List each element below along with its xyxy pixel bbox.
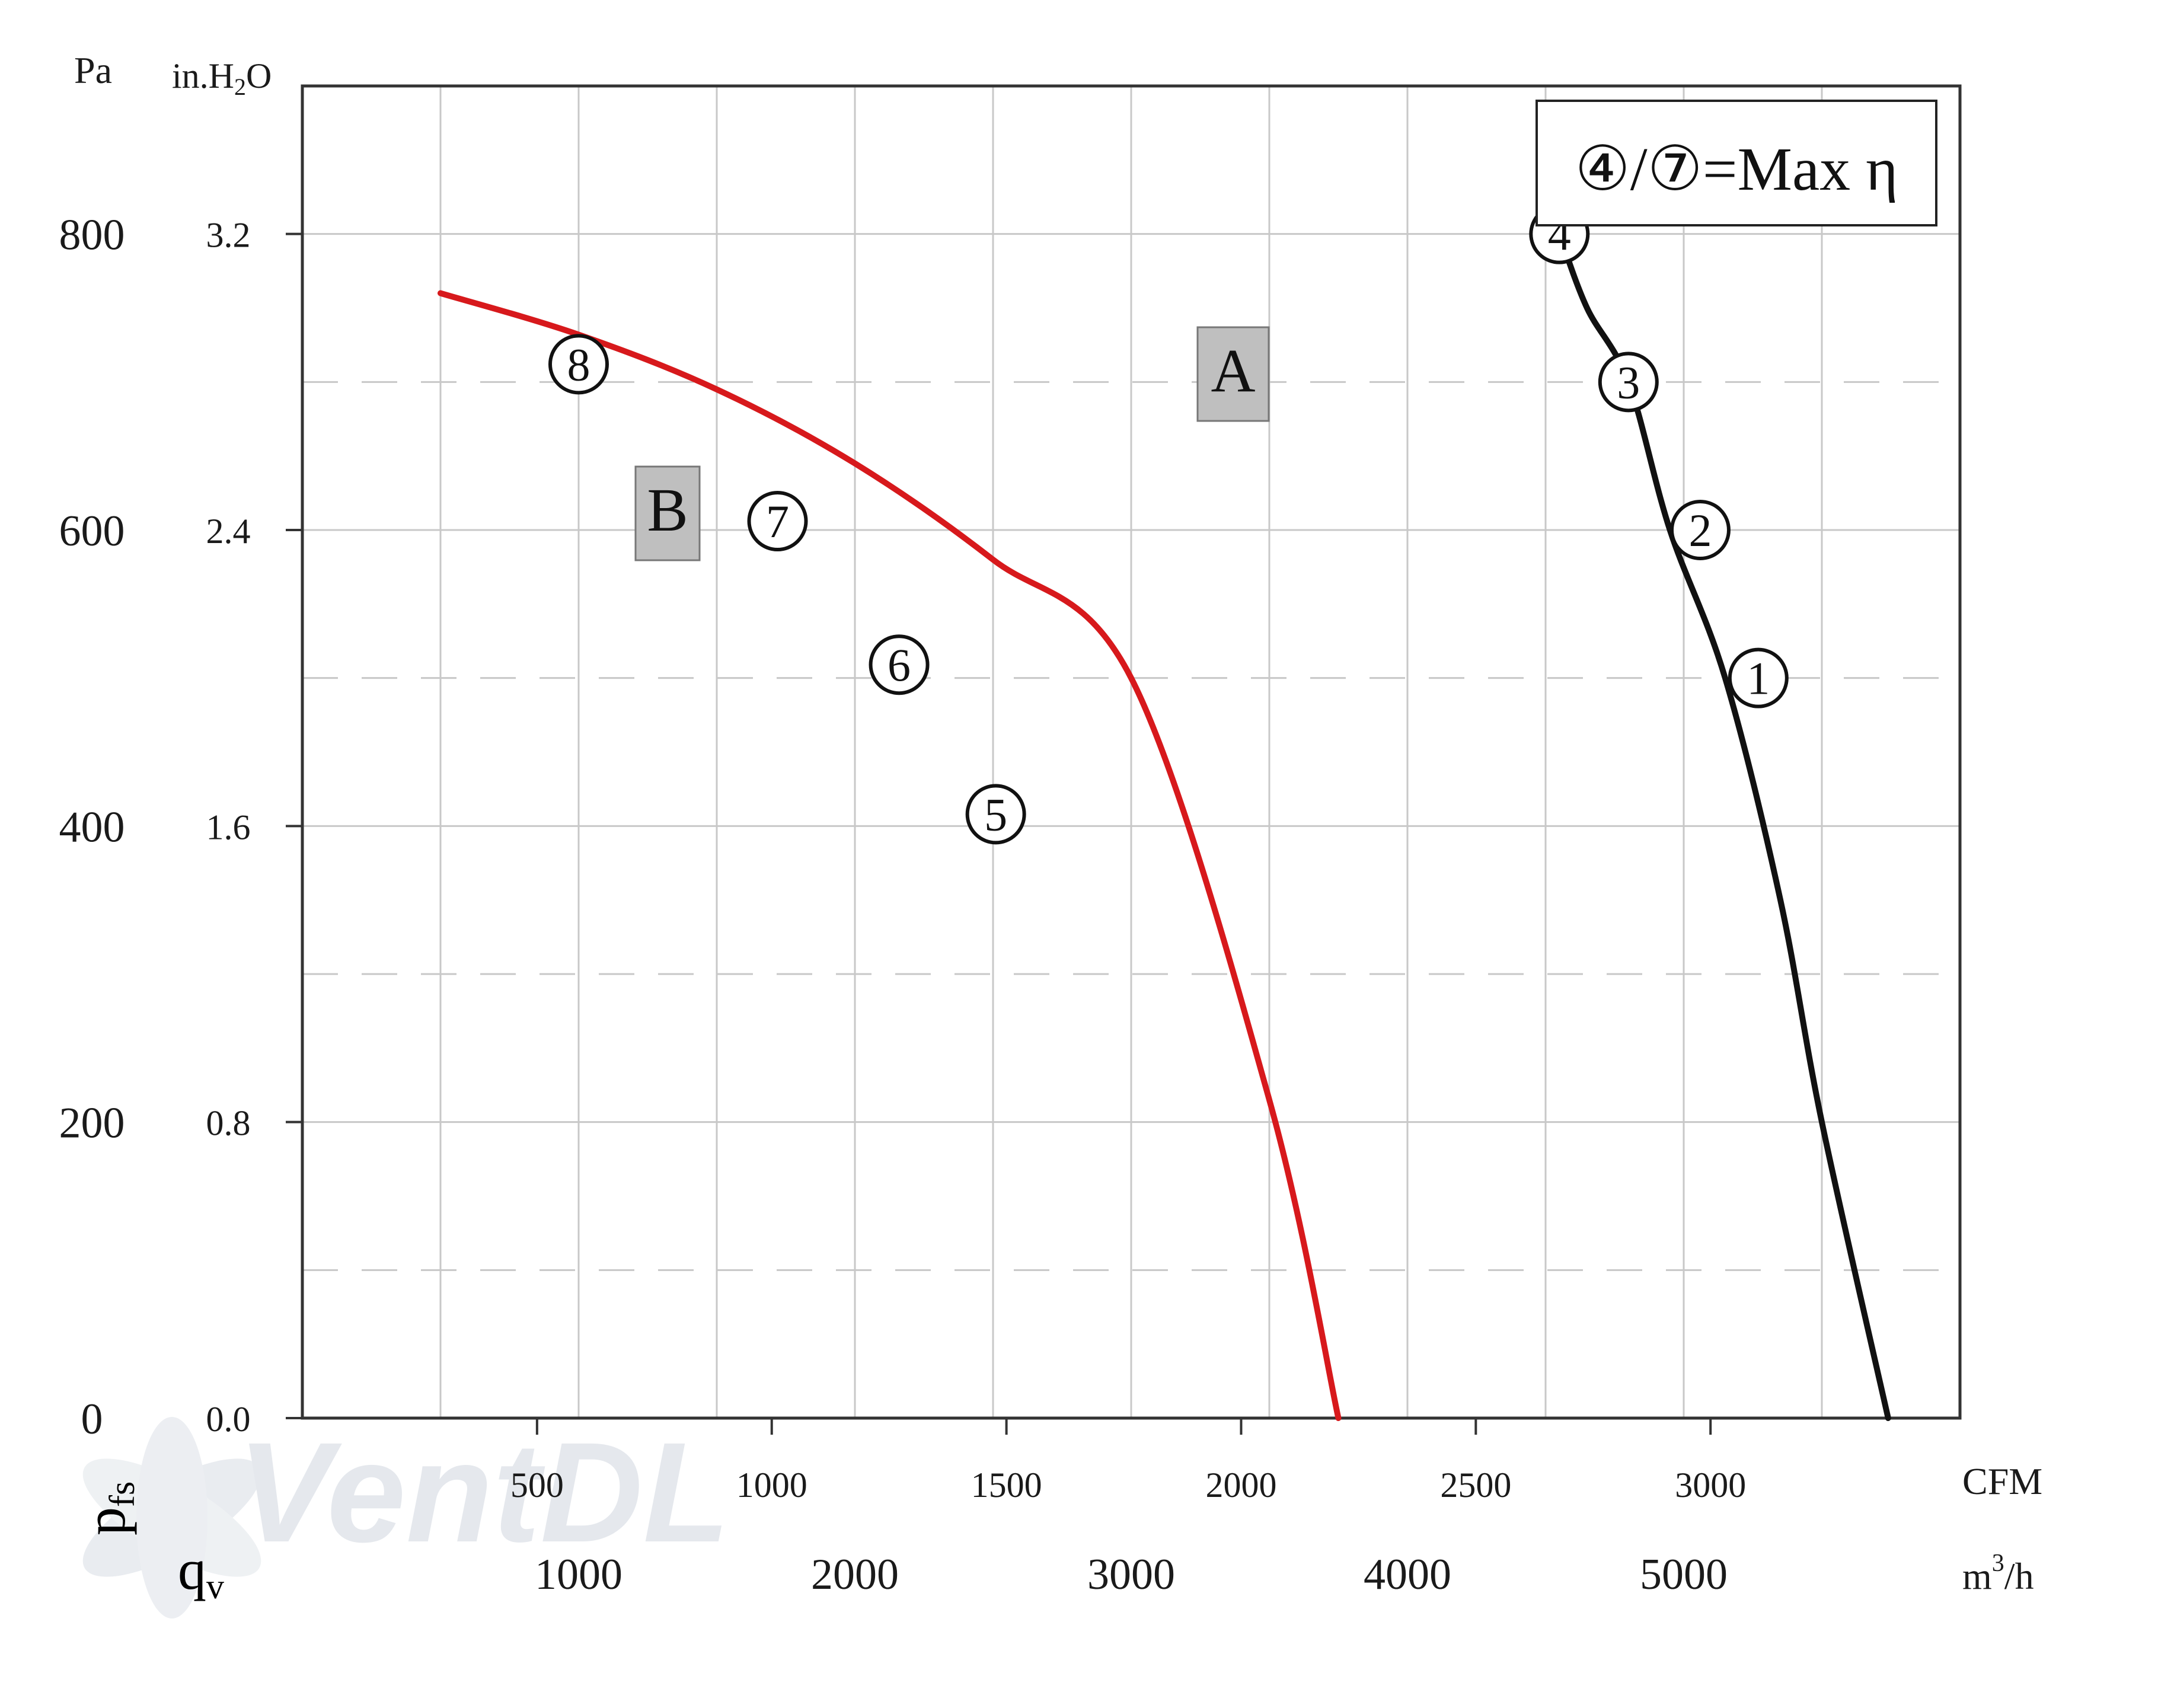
y-tick-label-inh2o: 3.2	[206, 216, 251, 255]
operating-point-marker: 6	[869, 634, 930, 695]
series-line-a	[1556, 231, 1891, 1421]
marker-circle	[1598, 352, 1659, 413]
y-tick-label-inh2o: 1.6	[206, 807, 251, 847]
operating-point-marker: 1	[1728, 647, 1789, 708]
marker-label: 2	[1688, 505, 1712, 556]
legend-text: ④/⑦=Max η	[1575, 135, 1898, 203]
marker-label: 6	[888, 639, 911, 691]
x-tick-label-cfm: 2000	[1205, 1466, 1276, 1505]
y-axis-symbol: pfs	[74, 1482, 142, 1535]
series-label-a-text: A	[1211, 337, 1255, 405]
marker-circle	[965, 784, 1026, 845]
x-tick-label-cfm: 2500	[1440, 1466, 1511, 1505]
y-tick-label-pa: 800	[59, 211, 125, 260]
operating-point-marker: 7	[747, 491, 808, 552]
marker-circle	[1669, 500, 1731, 560]
x-tick-label-cfm: 500	[510, 1466, 564, 1505]
x-tick-label-cfm: 3000	[1675, 1466, 1746, 1505]
x-tick-label-m3h: 2000	[811, 1550, 899, 1599]
y-tick-label-inh2o: 0.8	[206, 1104, 251, 1143]
watermark-text: VentDL	[237, 1413, 730, 1572]
series-line-b	[438, 290, 1342, 1421]
marker-circle	[869, 634, 930, 695]
series-label-a: A	[1196, 326, 1270, 422]
fan-logo-icon	[82, 1417, 261, 1618]
x-tick-label-m3h: 5000	[1640, 1550, 1728, 1599]
marker-circle	[747, 491, 808, 552]
operating-point-marker: 2	[1669, 500, 1731, 560]
x-secondary-unit: CFM	[1962, 1460, 2042, 1502]
y-tick-label-pa: 400	[59, 803, 125, 851]
marker-label: 3	[1617, 356, 1640, 408]
x-tick-label-m3h: 4000	[1364, 1550, 1451, 1599]
y-tick-label-pa: 200	[59, 1099, 125, 1148]
x-tick-label-cfm: 1500	[971, 1466, 1042, 1505]
watermark: VentDL	[82, 1413, 730, 1618]
series-layer	[438, 231, 1891, 1421]
grid	[302, 86, 1960, 1418]
x-tick-label-cfm: 1000	[736, 1466, 807, 1505]
marker-label: 1	[1747, 653, 1770, 704]
marker-circle	[548, 334, 609, 395]
y-tick-label-inh2o: 2.4	[206, 512, 251, 551]
x-tick-label-m3h: 3000	[1087, 1550, 1175, 1599]
legend: ④/⑦=Max η	[1536, 100, 1937, 226]
y-tick-label-pa: 600	[59, 507, 125, 556]
axes	[301, 84, 1962, 1420]
marker-label: 7	[766, 496, 789, 547]
operating-point-marker: 3	[1598, 352, 1659, 413]
series-label-b-text: B	[647, 476, 688, 544]
marker-label: 8	[567, 339, 590, 390]
series-label-b: B	[634, 465, 701, 561]
y-secondary-unit: in.H2O	[172, 56, 272, 100]
x-tick-label-m3h: 1000	[535, 1550, 622, 1599]
operating-point-marker: 8	[548, 334, 609, 395]
operating-point-marker: 5	[965, 784, 1026, 845]
marker-circle	[1728, 647, 1789, 708]
x-primary-unit: m3/h	[1962, 1550, 2034, 1597]
y-primary-unit: Pa	[74, 49, 112, 91]
marker-label: 5	[984, 788, 1007, 840]
y-tick-label-pa: 0	[81, 1395, 103, 1444]
tick-labels: 0 0.0 200 0.8 400 1.6 600 2.4 800 3.2 1000 2000 3000…	[59, 211, 1747, 1599]
y-tick-label-inh2o: 0.0	[206, 1400, 251, 1439]
plot-frame	[301, 84, 1962, 1420]
